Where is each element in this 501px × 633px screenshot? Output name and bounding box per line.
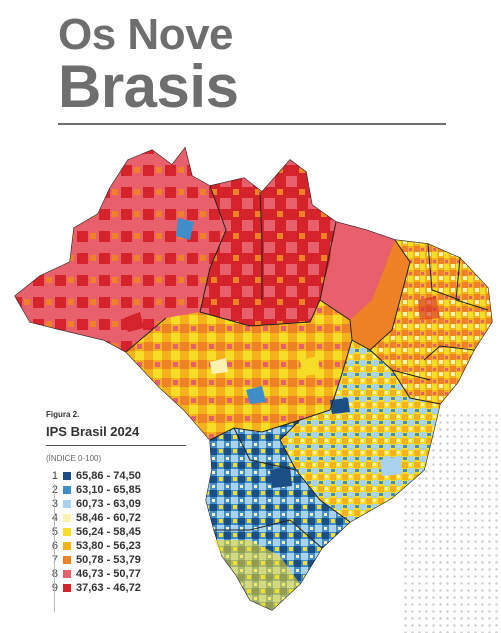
legend-item-number: 8 bbox=[46, 568, 58, 580]
legend-item-number: 3 bbox=[46, 498, 58, 510]
legend-item: 9 37,63 - 46,72 bbox=[46, 581, 196, 595]
legend-item: 6 53,80 - 56,23 bbox=[46, 539, 196, 553]
legend-swatch bbox=[63, 500, 71, 508]
legend-swatch bbox=[63, 542, 71, 550]
legend-swatch bbox=[63, 570, 71, 578]
legend-item-number: 6 bbox=[46, 540, 58, 552]
legend-item-number: 1 bbox=[51, 470, 58, 482]
legend-index-note: (ÍNDICE 0-100) bbox=[46, 454, 102, 463]
map-legend: Figura 2. IPS Brasil 2024 (ÍNDICE 0-100)… bbox=[46, 410, 196, 612]
legend-item-range: 46,73 - 50,77 bbox=[76, 568, 141, 580]
legend-item-range: 53,80 - 56,23 bbox=[76, 540, 141, 552]
legend-swatch bbox=[63, 556, 71, 564]
legend-swatch bbox=[63, 486, 71, 494]
region-central-west bbox=[126, 300, 352, 440]
legend-item: 8 46,73 - 50,77 bbox=[46, 567, 196, 581]
title-divider bbox=[58, 123, 446, 125]
figure-label: Figura 2. bbox=[46, 410, 80, 419]
legend-item: 2 63,10 - 65,85 bbox=[46, 483, 196, 497]
legend-item-range: 58,46 - 60,72 bbox=[76, 512, 141, 524]
region-para bbox=[320, 222, 395, 320]
legend-swatch bbox=[63, 584, 71, 592]
legend-title: IPS Brasil 2024 bbox=[46, 424, 140, 439]
legend-item-number: 5 bbox=[46, 526, 58, 538]
legend-list: 1 65,86 - 74,50 2 63,10 - 65,85 3 60,73 - 63,… bbox=[46, 469, 196, 595]
region-amazonas-east bbox=[200, 160, 336, 326]
legend-item-number: 2 bbox=[46, 484, 58, 496]
legend-item-range: 65,86 - 74,50 bbox=[76, 470, 141, 482]
legend-item-range: 50,78 - 53,79 bbox=[76, 554, 141, 566]
region-north-west bbox=[15, 148, 226, 352]
legend-item: 5 56,24 - 58,45 bbox=[46, 525, 196, 539]
legend-swatch bbox=[63, 528, 71, 536]
region-northeast bbox=[370, 240, 492, 404]
region-tocantins-area bbox=[350, 240, 410, 350]
page-title-line2: Brasis bbox=[58, 53, 239, 120]
legend-item-number: 7 bbox=[46, 554, 58, 566]
legend-item: 1 65,86 - 74,50 bbox=[46, 469, 196, 483]
legend-item-range: 60,73 - 63,09 bbox=[76, 498, 141, 510]
legend-swatch bbox=[63, 472, 71, 480]
legend-item-range: 56,24 - 58,45 bbox=[76, 526, 141, 538]
legend-item: 7 50,78 - 53,79 bbox=[46, 553, 196, 567]
region-rio-grande-sul-south bbox=[214, 540, 300, 610]
legend-item: 3 60,73 - 63,09 bbox=[46, 497, 196, 511]
legend-item-number: 4 bbox=[46, 512, 58, 524]
legend-divider bbox=[46, 445, 186, 446]
legend-item-range: 63,10 - 65,85 bbox=[76, 484, 141, 496]
legend-item-range: 37,63 - 46,72 bbox=[76, 582, 141, 594]
page-title-line1: Os Nove bbox=[58, 10, 234, 59]
legend-swatch bbox=[63, 514, 71, 522]
legend-side-bar bbox=[54, 484, 55, 612]
legend-item-number: 9 bbox=[46, 582, 58, 594]
legend-item: 4 58,46 - 60,72 bbox=[46, 511, 196, 525]
region-southeast bbox=[280, 340, 440, 522]
